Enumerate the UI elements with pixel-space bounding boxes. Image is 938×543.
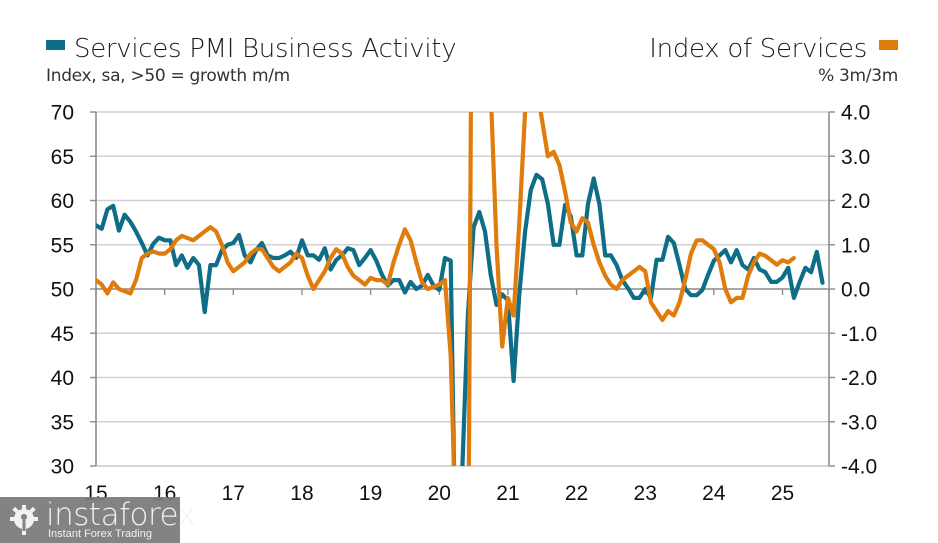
right-tick-label: -4.0 xyxy=(841,456,877,479)
right-axis-subtitle: % 3m/3m xyxy=(818,66,898,86)
services-swatch xyxy=(879,39,898,50)
instaforex-watermark: instaforex Instant Forex Trading xyxy=(0,497,196,543)
left-tick-label: 35 xyxy=(51,411,74,434)
left-tick-label: 30 xyxy=(51,456,74,479)
pmi-swatch xyxy=(46,39,65,50)
logo-tagline: Instant Forex Trading xyxy=(48,528,152,540)
x-tick-label: 20 xyxy=(428,482,451,505)
legend-pmi: Services PMI Business Activity xyxy=(46,33,457,65)
right-tick-label: 4.0 xyxy=(841,102,870,125)
left-tick-label: 70 xyxy=(51,102,74,125)
left-tick-label: 60 xyxy=(51,190,74,213)
legend-services-label: Index of Services xyxy=(649,34,867,64)
axes xyxy=(90,111,835,467)
x-tick-label: 24 xyxy=(702,482,726,505)
x-tick-label: 22 xyxy=(565,482,588,505)
left-tick-label: 50 xyxy=(51,279,74,302)
gear-logo-icon xyxy=(10,505,38,535)
left-axis-subtitle: Index, sa, >50 = growth m/m xyxy=(46,66,290,86)
right-tick-label: -3.0 xyxy=(841,411,877,434)
pmi-line xyxy=(96,172,825,466)
legend-right: Index of Services % 3m/3m xyxy=(649,33,898,87)
x-tick-label: 25 xyxy=(771,482,794,505)
right-tick-label: 3.0 xyxy=(841,146,870,169)
right-tick-label: 1.0 xyxy=(841,234,870,257)
series-group xyxy=(96,112,825,466)
left-tick-label: 40 xyxy=(51,367,74,390)
left-tick-label: 65 xyxy=(51,146,74,169)
x-tick-label: 18 xyxy=(290,482,313,505)
right-tick-label: 2.0 xyxy=(841,190,870,213)
legend-pmi-label: Services PMI Business Activity xyxy=(74,34,457,64)
x-tick-label: 23 xyxy=(634,482,657,505)
right-tick-label: -2.0 xyxy=(841,367,877,390)
right-tick-label: -1.0 xyxy=(841,323,877,346)
x-tick-label: 17 xyxy=(222,482,245,505)
logo-brand: instaforex xyxy=(46,497,196,533)
x-tick-label: 21 xyxy=(496,482,519,505)
left-tick-label: 55 xyxy=(51,234,74,257)
legend-left: Services PMI Business Activity Index, sa… xyxy=(46,33,457,87)
right-tick-label: 0.0 xyxy=(841,279,870,302)
left-tick-label: 45 xyxy=(51,323,74,346)
legend-services: Index of Services xyxy=(649,33,898,65)
x-tick-label: 19 xyxy=(359,482,382,505)
services-line xyxy=(96,112,797,466)
